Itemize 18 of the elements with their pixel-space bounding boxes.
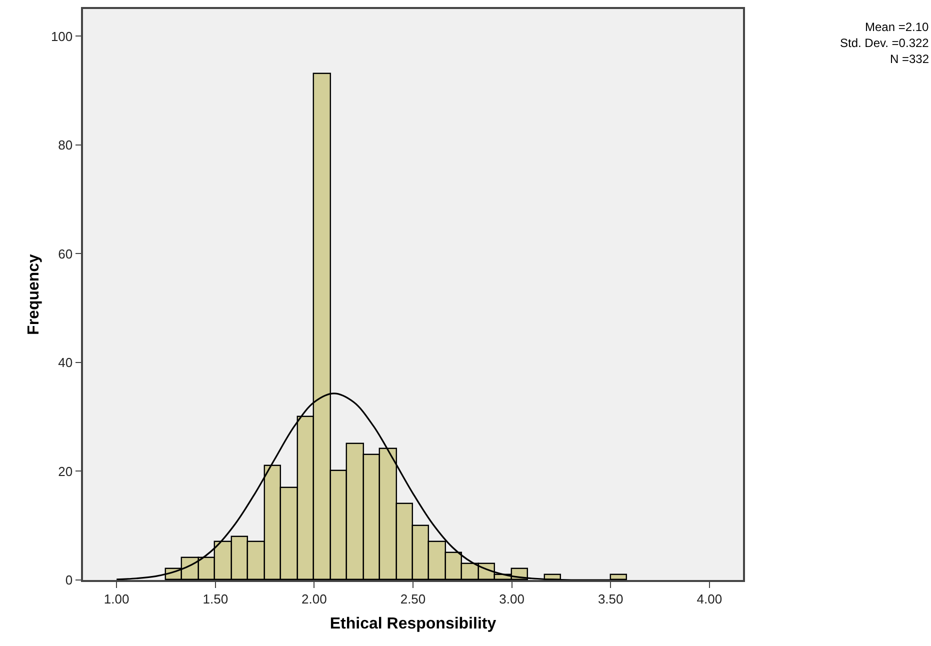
y-tick-label: 0 xyxy=(65,572,73,588)
x-axis-title: Ethical Responsibility xyxy=(330,616,496,633)
y-tick-label: 100 xyxy=(50,28,73,44)
x-tick-label: 4.00 xyxy=(696,591,722,606)
x-tick-label: 3.50 xyxy=(598,591,624,606)
text: N =332 xyxy=(890,52,930,66)
y-tick-label: 60 xyxy=(58,246,73,262)
text: Mean =2.10 xyxy=(865,20,930,34)
text: Std. Dev. =0.322 xyxy=(840,36,930,50)
y-tick-label: 20 xyxy=(58,464,73,479)
y-tick-label: 80 xyxy=(58,138,73,152)
x-tick-label: 3.00 xyxy=(499,591,524,606)
x-tick-label: 1.50 xyxy=(202,591,228,606)
x-tick-label: 1.00 xyxy=(104,591,130,606)
y-axis-title: Frequency xyxy=(25,254,42,335)
y-tick-label: 40 xyxy=(58,355,73,370)
x-tick-label: 2.50 xyxy=(400,591,426,606)
x-tick-label: 2.00 xyxy=(302,591,327,606)
